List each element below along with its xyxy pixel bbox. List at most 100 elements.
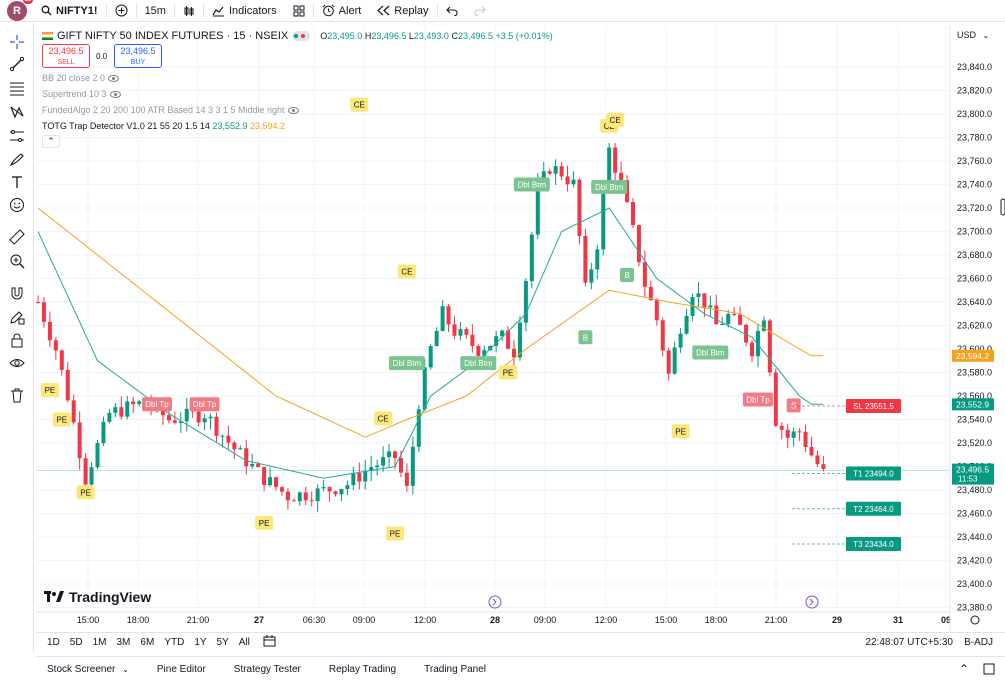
pattern-tool[interactable] bbox=[7, 102, 27, 122]
signal-marker[interactable] bbox=[671, 424, 690, 439]
forecast-tool[interactable] bbox=[7, 126, 27, 146]
signal-marker[interactable] bbox=[692, 345, 729, 360]
timeframe-1m[interactable]: 1M bbox=[92, 637, 107, 648]
tab-pine-editor[interactable]: Pine Editor bbox=[146, 664, 223, 675]
collapse-legend-button[interactable]: ⌃ bbox=[42, 135, 60, 148]
signal-marker[interactable] bbox=[606, 112, 625, 127]
stay-in-drawing-tool[interactable] bbox=[7, 307, 27, 327]
redo-icon bbox=[474, 6, 486, 16]
alert-label: Alert bbox=[338, 4, 362, 17]
chevron-up-icon[interactable]: ⌃ bbox=[958, 662, 969, 676]
signal-marker[interactable] bbox=[591, 179, 628, 194]
tab-strategy-tester[interactable]: Strategy Tester bbox=[223, 664, 318, 675]
level-tag[interactable] bbox=[846, 466, 901, 481]
indicator-totg[interactable]: TOTG Trap Detector V1.0 21 55 20 1.5 14 … bbox=[42, 121, 285, 131]
sell-button[interactable]: 23,496.5 SELL bbox=[42, 44, 90, 68]
signal-marker[interactable] bbox=[397, 264, 416, 279]
timezone-clock[interactable]: 22:48:07 UTC+5:30 bbox=[865, 637, 953, 648]
price-scale-handle[interactable] bbox=[1000, 198, 1005, 216]
compare-button[interactable] bbox=[107, 0, 136, 22]
undo-button[interactable] bbox=[438, 0, 466, 22]
level-tag[interactable] bbox=[846, 537, 901, 552]
remove-tool[interactable] bbox=[7, 385, 27, 405]
level-tag[interactable] bbox=[846, 501, 901, 516]
layouts-button[interactable] bbox=[285, 0, 313, 22]
buy-button[interactable]: 23,496.5 BUY bbox=[114, 44, 162, 68]
timeframe-1y[interactable]: 1Y bbox=[194, 637, 207, 648]
hide-tool[interactable] bbox=[7, 353, 27, 373]
signal-marker[interactable] bbox=[620, 267, 635, 282]
symbol-search[interactable]: NIFTY1! bbox=[33, 0, 106, 22]
signal-marker[interactable] bbox=[460, 356, 497, 371]
candle-up bbox=[696, 293, 701, 298]
signal-marker[interactable] bbox=[499, 365, 518, 380]
signal-marker[interactable] bbox=[40, 383, 59, 398]
price-axis-tag bbox=[952, 398, 994, 411]
signal-marker[interactable] bbox=[386, 526, 404, 541]
signal-marker[interactable] bbox=[76, 485, 95, 500]
indicator-fundedalgo[interactable]: FundedAlgo 2 20 200 100 ATR Based 14 3 3… bbox=[42, 105, 299, 115]
signal-marker[interactable] bbox=[742, 392, 773, 407]
tab-replay-trading[interactable]: Replay Trading bbox=[318, 664, 413, 675]
timeframe-1d[interactable]: 1D bbox=[47, 637, 60, 648]
level-tag[interactable] bbox=[846, 398, 901, 413]
signal-marker[interactable] bbox=[52, 412, 71, 427]
indicators-button[interactable]: Indicators bbox=[204, 0, 285, 22]
maximize-panel-icon[interactable] bbox=[983, 663, 995, 678]
emoji-tool[interactable] bbox=[7, 195, 27, 215]
settings-gear-icon[interactable] bbox=[970, 615, 980, 625]
expand-icon bbox=[983, 663, 995, 675]
alert-button[interactable]: Alert bbox=[314, 0, 370, 22]
trendline-tool[interactable] bbox=[7, 54, 27, 74]
signal-marker[interactable] bbox=[578, 330, 593, 345]
signal-marker[interactable] bbox=[388, 356, 425, 371]
eye-slash-icon[interactable] bbox=[108, 75, 120, 83]
candle-up bbox=[529, 234, 534, 282]
fib-tool[interactable] bbox=[7, 78, 27, 98]
signal-marker[interactable] bbox=[374, 411, 393, 426]
text-tool[interactable] bbox=[7, 172, 27, 192]
interval-button[interactable]: 15m bbox=[137, 0, 174, 22]
ruler-tool[interactable] bbox=[7, 227, 27, 247]
signal-marker[interactable] bbox=[255, 515, 274, 530]
date-range-icon[interactable] bbox=[263, 635, 276, 650]
timeframe-5y[interactable]: 5Y bbox=[216, 637, 229, 648]
session-break-icon[interactable] bbox=[805, 595, 819, 609]
timeframe-ytd[interactable]: YTD bbox=[164, 637, 185, 648]
crosshair-tool[interactable] bbox=[7, 32, 27, 52]
market-status-icon[interactable] bbox=[292, 31, 311, 41]
session-break-icon[interactable] bbox=[488, 595, 502, 609]
zoom-tool[interactable] bbox=[7, 251, 27, 271]
indicator-label: Supertrend 10 3 bbox=[42, 89, 107, 99]
replay-button[interactable]: Replay bbox=[369, 0, 436, 22]
price-tick-label: 23,760.0 bbox=[957, 156, 992, 166]
indicator-label: FundedAlgo 2 20 200 100 ATR Based 14 3 3… bbox=[42, 105, 285, 115]
indicator-supertrend[interactable]: Supertrend 10 3 bbox=[42, 89, 121, 99]
candle-up bbox=[589, 269, 594, 283]
eye-slash-icon[interactable] bbox=[287, 107, 299, 115]
signal-marker[interactable] bbox=[513, 177, 550, 192]
tab-stock-screener[interactable]: Stock Screener ⌄ bbox=[36, 664, 146, 675]
indicator-bb[interactable]: BB 20 close 2 0 bbox=[42, 73, 120, 83]
signal-marker[interactable] bbox=[786, 398, 801, 413]
candle-up bbox=[208, 416, 213, 419]
tab-trading-panel[interactable]: Trading Panel bbox=[413, 664, 503, 675]
signal-marker[interactable] bbox=[350, 97, 369, 112]
signal-marker[interactable] bbox=[142, 397, 172, 412]
adjustment-toggle[interactable]: B-ADJ bbox=[964, 637, 993, 648]
magnet-tool[interactable] bbox=[7, 283, 27, 303]
timeframe-3m[interactable]: 3M bbox=[116, 637, 131, 648]
timeframe-6m[interactable]: 6M bbox=[140, 637, 155, 648]
eye-slash-icon[interactable] bbox=[109, 91, 121, 99]
signal-marker[interactable] bbox=[189, 397, 220, 412]
currency-selector[interactable]: USD ⌄ bbox=[957, 30, 989, 40]
candle-up bbox=[672, 347, 677, 374]
lock-tool[interactable] bbox=[7, 330, 27, 350]
brush-tool[interactable] bbox=[7, 149, 27, 169]
timeframe-5d[interactable]: 5D bbox=[69, 637, 83, 648]
redo-button[interactable] bbox=[466, 0, 494, 22]
chart-type-button[interactable] bbox=[175, 0, 203, 22]
user-avatar[interactable]: R 11 bbox=[7, 0, 33, 21]
timeframe-all[interactable]: All bbox=[238, 637, 250, 648]
